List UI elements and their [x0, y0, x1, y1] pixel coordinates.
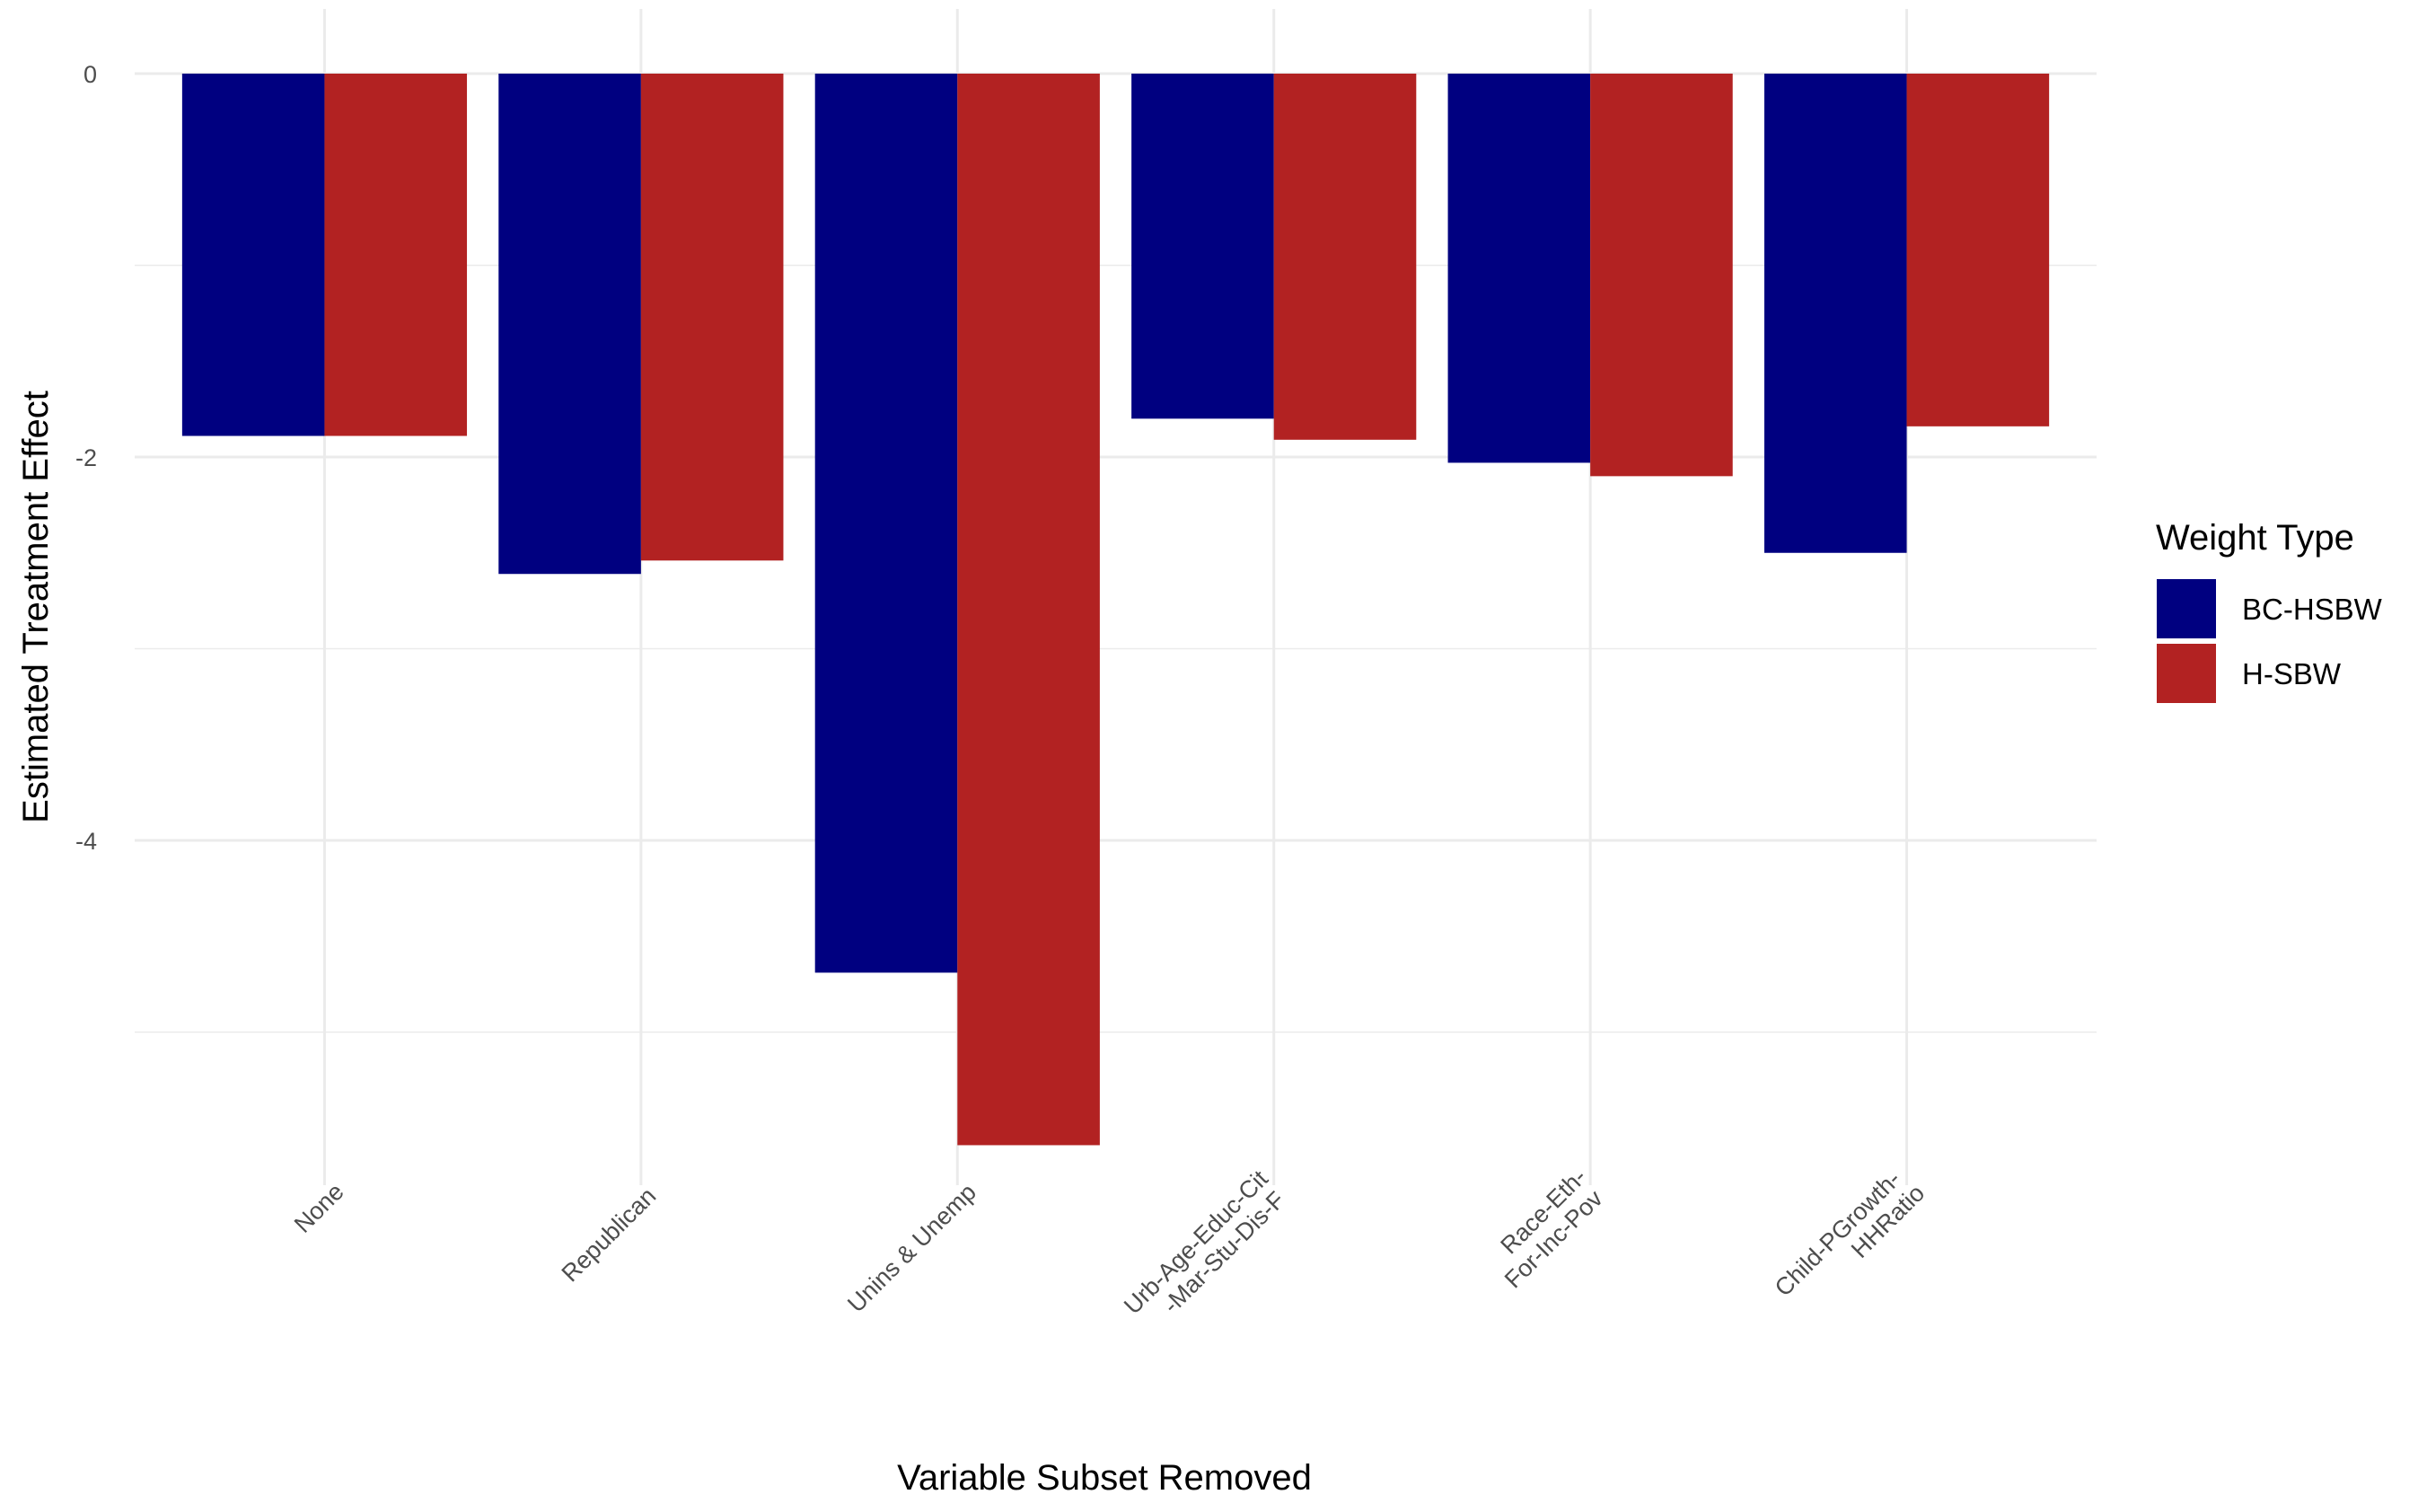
bar-h-sbw-5 — [1906, 74, 2050, 426]
y-axis-ticks: 0 -2 -4 — [75, 61, 97, 855]
bar-h-sbw-1 — [640, 74, 784, 561]
legend-items: BC-HSBW H-SBW — [2157, 579, 2383, 703]
bar-bc-hsbw-5 — [1763, 74, 1907, 553]
x-tick-label: Unins & Unemp — [842, 1179, 981, 1318]
bar-bc-hsbw-3 — [1131, 74, 1274, 419]
bar-h-sbw-4 — [1590, 74, 1733, 477]
legend-swatch-bc-hsbw — [2157, 579, 2216, 638]
y-tick-label: -2 — [75, 444, 97, 471]
legend-label-h-sbw: H-SBW — [2242, 657, 2342, 690]
legend: Weight Type BC-HSBW H-SBW — [2156, 518, 2383, 703]
x-tick-label: Urb-Age-Educ-Cit-Mar-Stu-Dis-F — [1119, 1165, 1292, 1338]
legend-title: Weight Type — [2156, 518, 2354, 558]
bar-bc-hsbw-0 — [181, 74, 325, 436]
legend-swatch-h-sbw — [2157, 644, 2216, 703]
x-axis-title: Variable Subset Removed — [897, 1458, 1312, 1498]
y-tick-label: -4 — [75, 828, 97, 855]
bar-h-sbw-3 — [1273, 74, 1417, 440]
x-tick-label-line: None — [289, 1178, 349, 1238]
bar-h-sbw-0 — [324, 74, 468, 436]
x-axis-ticks: None Republican Unins & Unemp Urb-Age-Educ-… — [289, 1160, 1930, 1338]
bar-bc-hsbw-4 — [1447, 74, 1591, 463]
bars — [181, 74, 2050, 1146]
x-tick-label-line: Unins & Unemp — [842, 1179, 981, 1318]
y-tick-label: 0 — [84, 61, 97, 88]
bar-bc-hsbw-1 — [498, 74, 641, 575]
bar-h-sbw-2 — [957, 74, 1100, 1146]
legend-label-bc-hsbw: BC-HSBW — [2242, 593, 2383, 626]
x-tick-label-line: Republican — [557, 1182, 662, 1288]
x-tick-label: None — [289, 1178, 349, 1238]
x-tick-label: Republican — [557, 1182, 662, 1288]
bar-bc-hsbw-2 — [814, 74, 958, 973]
x-tick-label: Race-Eth-For-Inc-Pov — [1481, 1163, 1611, 1293]
y-axis-title: Estimated Treatment Effect — [16, 391, 56, 823]
x-tick-label: Child-PGrowth-HHRatio — [1770, 1160, 1930, 1320]
